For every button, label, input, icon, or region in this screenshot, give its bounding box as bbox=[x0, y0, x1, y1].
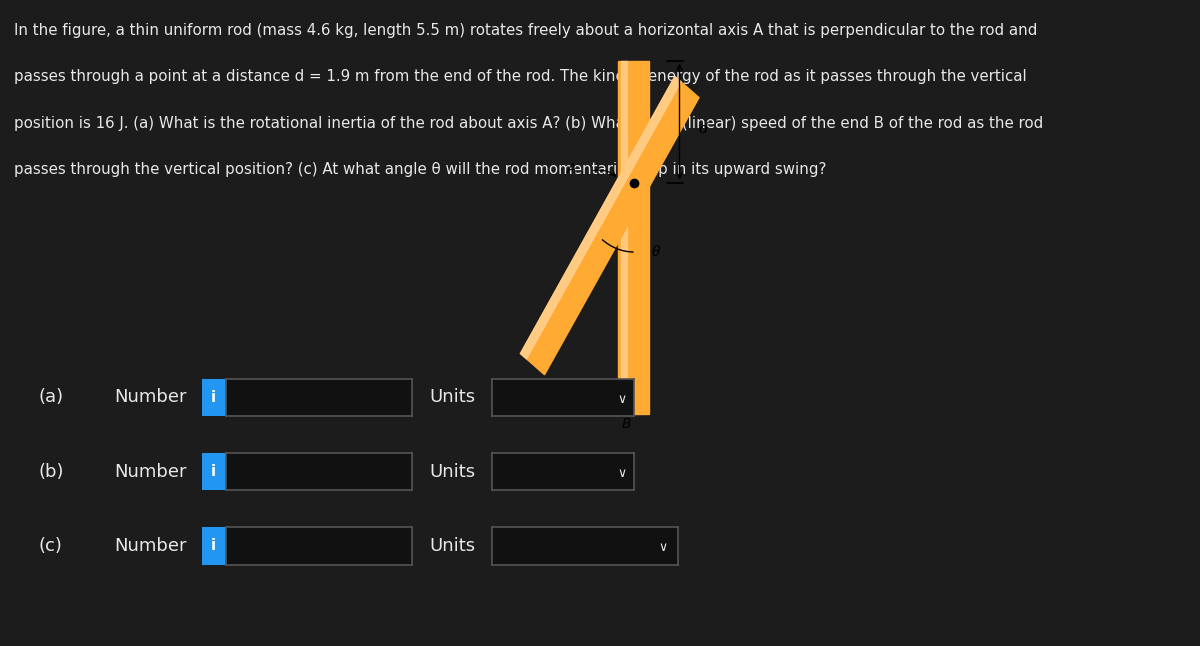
Text: In the figure, a thin uniform rod (mass 4.6 kg, length 5.5 m) rotates freely abo: In the figure, a thin uniform rod (mass … bbox=[14, 23, 1038, 37]
Text: ∨: ∨ bbox=[618, 393, 626, 406]
Text: (b): (b) bbox=[38, 463, 64, 481]
Polygon shape bbox=[521, 76, 680, 359]
Text: passes through the vertical position? (c) At what angle θ will the rod momentari: passes through the vertical position? (c… bbox=[14, 162, 827, 177]
Text: ∨: ∨ bbox=[659, 541, 667, 554]
Text: i: i bbox=[211, 464, 216, 479]
Bar bbox=[622, 61, 626, 414]
Text: Units: Units bbox=[430, 463, 475, 481]
Text: ∨: ∨ bbox=[618, 467, 626, 480]
Text: Units: Units bbox=[430, 537, 475, 555]
Text: A: A bbox=[566, 162, 576, 176]
Bar bbox=[618, 61, 649, 414]
Text: (a): (a) bbox=[38, 388, 64, 406]
Text: Number: Number bbox=[114, 388, 186, 406]
Text: i: i bbox=[211, 390, 216, 405]
Polygon shape bbox=[521, 76, 698, 375]
Text: d: d bbox=[698, 122, 707, 136]
Text: (c): (c) bbox=[38, 537, 62, 555]
Text: i: i bbox=[211, 538, 216, 554]
Text: position is 16 J. (a) What is the rotational inertia of the rod about axis A? (b: position is 16 J. (a) What is the rotati… bbox=[14, 116, 1044, 130]
Text: Number: Number bbox=[114, 537, 186, 555]
Text: Number: Number bbox=[114, 463, 186, 481]
Text: Units: Units bbox=[430, 388, 475, 406]
Text: passes through a point at a distance d = 1.9 m from the end of the rod. The kine: passes through a point at a distance d =… bbox=[14, 69, 1027, 84]
Text: θ: θ bbox=[652, 245, 660, 259]
Text: B: B bbox=[622, 417, 631, 431]
